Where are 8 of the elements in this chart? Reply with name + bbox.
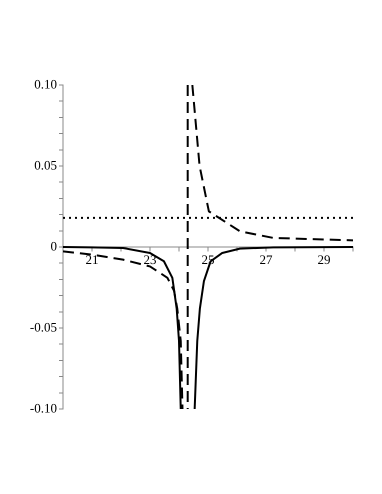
x-tick-label: 29 bbox=[318, 252, 330, 268]
x-tick-label: 21 bbox=[86, 252, 98, 268]
y-tick-label: -0.05 bbox=[30, 319, 57, 334]
y-tick-label: 0 bbox=[50, 238, 57, 254]
y-tick-label: 0.10 bbox=[34, 76, 57, 92]
y-tick-label: 0.05 bbox=[34, 157, 57, 172]
y-tick-label: -0.10 bbox=[30, 400, 57, 416]
x-tick-label: 27 bbox=[260, 252, 273, 268]
